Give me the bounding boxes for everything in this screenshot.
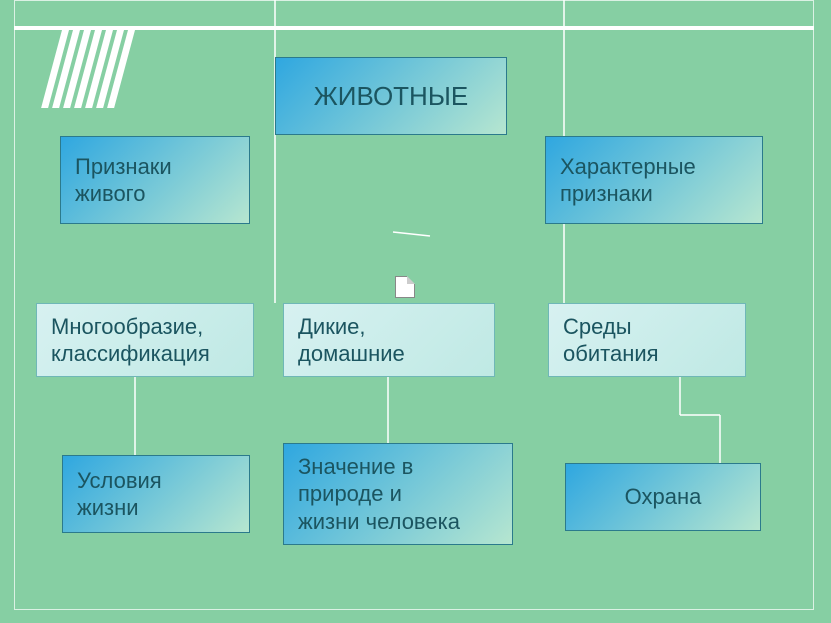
corner-stripes	[62, 30, 135, 108]
node-signs-of-living: Признаки живого	[60, 136, 250, 224]
node-habitats: Среды обитания	[548, 303, 746, 377]
missing-image-icon	[395, 276, 415, 298]
node-wild-domestic: Дикие, домашние	[283, 303, 495, 377]
node-diversity: Многообразие, классификация	[36, 303, 254, 377]
node-life-conditions: Условия жизни	[62, 455, 250, 533]
node-characteristic-signs: Характерные признаки	[545, 136, 763, 224]
node-protection: Охрана	[565, 463, 761, 531]
node-title: ЖИВОТНЫЕ	[275, 57, 507, 135]
slide-canvas: ЖИВОТНЫЕ Признаки живого Характерные при…	[0, 0, 831, 623]
node-significance: Значение в природе и жизни человека	[283, 443, 513, 545]
